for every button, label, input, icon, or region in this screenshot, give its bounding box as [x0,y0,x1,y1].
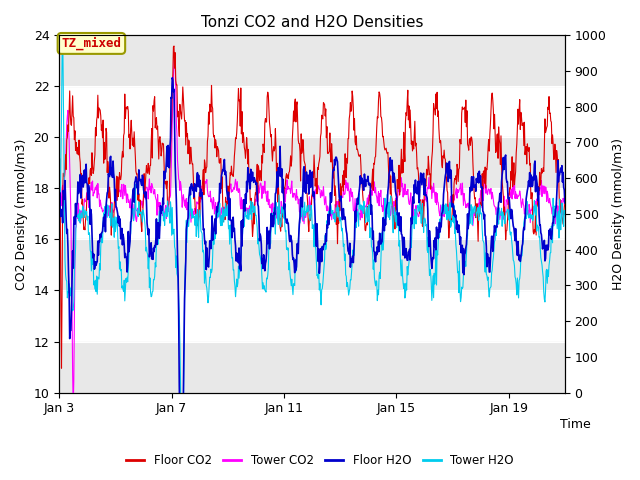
Y-axis label: H2O Density (mmol/m3): H2O Density (mmol/m3) [612,138,625,290]
Floor H2O [343,231,351,237]
Tower CO2 [55,191,63,197]
Tower H2O [55,218,63,224]
Tower H2O [268,215,275,221]
Tower CO2 [74,205,82,211]
Tower CO2 [465,205,472,211]
Floor H2O [55,205,63,211]
Tower H2O [465,223,472,228]
Tower CO2 [69,406,77,412]
Floor H2O [74,199,81,205]
Tower H2O [178,470,186,476]
Text: TZ_mixed: TZ_mixed [61,37,122,50]
Floor CO2 [55,159,63,165]
Tower H2O [241,223,248,229]
Floor H2O [241,206,248,212]
Floor H2O [561,200,569,206]
Tower CO2 [343,180,351,186]
Floor H2O [175,313,182,319]
Floor CO2 [58,365,65,371]
Tower H2O [59,25,67,31]
Line: Tower H2O: Tower H2O [59,28,565,473]
Tower CO2 [241,202,248,207]
Tower H2O [561,211,569,217]
Floor CO2 [170,43,178,49]
Floor CO2 [268,132,275,137]
Tower CO2 [171,54,179,60]
Floor H2O [168,75,176,81]
Floor CO2 [343,156,351,161]
Tower CO2 [561,196,569,202]
Floor H2O [465,215,472,220]
Tower H2O [74,215,82,220]
Floor CO2 [561,200,569,206]
Title: Tonzi CO2 and H2O Densities: Tonzi CO2 and H2O Densities [201,15,423,30]
Floor CO2 [465,147,472,153]
X-axis label: Time: Time [559,418,590,431]
Floor CO2 [74,144,82,150]
Tower H2O [175,293,182,299]
Line: Floor CO2: Floor CO2 [59,46,565,368]
Bar [59,341,565,393]
Tower CO2 [175,178,183,183]
Floor CO2 [241,144,248,150]
Bar [59,137,565,189]
Bar [59,36,565,86]
Tower H2O [343,284,351,289]
Legend: Floor CO2, Tower CO2, Floor H2O, Tower H2O: Floor CO2, Tower CO2, Floor H2O, Tower H… [122,449,518,472]
Y-axis label: CO2 Density (mmol/m3): CO2 Density (mmol/m3) [15,138,28,289]
Line: Floor H2O: Floor H2O [59,78,565,480]
Floor H2O [268,211,275,216]
Line: Tower CO2: Tower CO2 [59,57,565,409]
Bar [59,240,565,290]
Tower CO2 [268,201,275,207]
Floor CO2 [175,133,183,139]
